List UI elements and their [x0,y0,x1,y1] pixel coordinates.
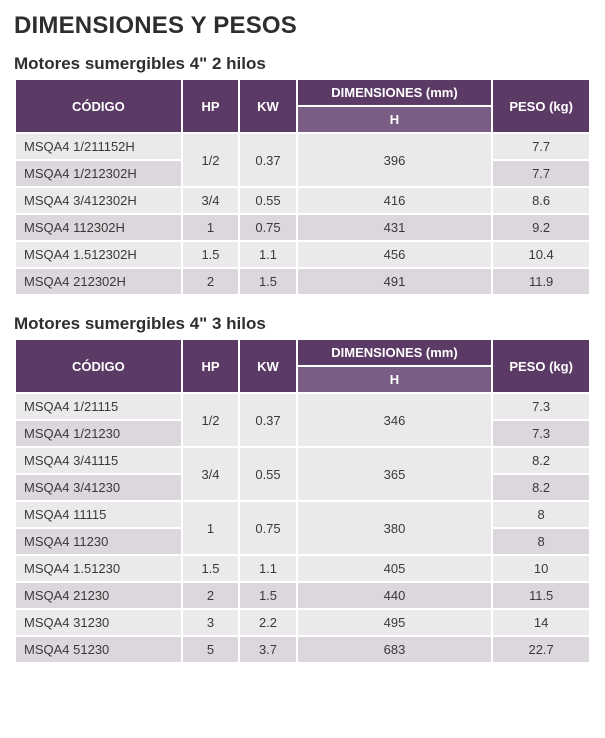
cell-hp: 1/2 [182,133,240,187]
table-row: MSQA4 1111510.753808 [15,501,590,528]
cell-code: MSQA4 1/212302H [15,160,182,187]
cell-code: MSQA4 3/41230 [15,474,182,501]
cell-peso: 8 [492,501,590,528]
cell-peso: 7.3 [492,393,590,420]
col-header-peso: PESO (kg) [492,339,590,393]
cell-peso: 10 [492,555,590,582]
table-row: MSQA4 1.512302H1.51.145610.4 [15,241,590,268]
col-header-codigo: CÓDIGO [15,79,182,133]
table-row: MSQA4 3/411153/40.553658.2 [15,447,590,474]
cell-peso: 14 [492,609,590,636]
cell-hp: 3/4 [182,187,240,214]
cell-h: 456 [297,241,493,268]
cell-h: 396 [297,133,493,187]
cell-hp: 3/4 [182,447,240,501]
cell-peso: 11.5 [492,582,590,609]
cell-peso: 8 [492,528,590,555]
cell-code: MSQA4 212302H [15,268,182,295]
cell-code: MSQA4 3/41115 [15,447,182,474]
cell-h: 416 [297,187,493,214]
cell-hp: 2 [182,582,240,609]
col-header-dim: DIMENSIONES (mm) [297,79,493,106]
cell-peso: 7.7 [492,133,590,160]
cell-kw: 1.1 [239,555,297,582]
cell-h: 440 [297,582,493,609]
cell-hp: 5 [182,636,240,663]
cell-code: MSQA4 51230 [15,636,182,663]
col-header-hp: HP [182,79,240,133]
cell-code: MSQA4 1/21115 [15,393,182,420]
cell-h: 495 [297,609,493,636]
cell-hp: 1.5 [182,241,240,268]
cell-peso: 8.2 [492,447,590,474]
cell-code: MSQA4 31230 [15,609,182,636]
col-header-peso: PESO (kg) [492,79,590,133]
cell-code: MSQA4 3/412302H [15,187,182,214]
cell-kw: 0.55 [239,187,297,214]
spec-table: CÓDIGOHPKWDIMENSIONES (mm)PESO (kg)HMSQA… [14,78,591,296]
cell-peso: 8.6 [492,187,590,214]
cell-code: MSQA4 11230 [15,528,182,555]
table-row: MSQA4 2123021.544011.5 [15,582,590,609]
cell-kw: 0.55 [239,447,297,501]
col-header-codigo: CÓDIGO [15,339,182,393]
cell-hp: 1/2 [182,393,240,447]
cell-code: MSQA4 1.512302H [15,241,182,268]
cell-kw: 1.1 [239,241,297,268]
cell-code: MSQA4 21230 [15,582,182,609]
cell-code: MSQA4 1.51230 [15,555,182,582]
cell-code: MSQA4 1/21230 [15,420,182,447]
table-row: MSQA4 212302H21.549111.9 [15,268,590,295]
cell-hp: 1.5 [182,555,240,582]
cell-code: MSQA4 11115 [15,501,182,528]
table-row: MSQA4 5123053.768322.7 [15,636,590,663]
cell-kw: 2.2 [239,609,297,636]
cell-h: 380 [297,501,493,555]
cell-hp: 3 [182,609,240,636]
col-header-hp: HP [182,339,240,393]
cell-peso: 11.9 [492,268,590,295]
table-row: MSQA4 3/412302H3/40.554168.6 [15,187,590,214]
cell-code: MSQA4 1/211152H [15,133,182,160]
cell-kw: 0.37 [239,133,297,187]
cell-kw: 0.37 [239,393,297,447]
cell-hp: 1 [182,501,240,555]
cell-peso: 8.2 [492,474,590,501]
cell-kw: 0.75 [239,501,297,555]
cell-peso: 7.3 [492,420,590,447]
cell-h: 405 [297,555,493,582]
cell-hp: 2 [182,268,240,295]
cell-h: 491 [297,268,493,295]
cell-h: 346 [297,393,493,447]
cell-h: 365 [297,447,493,501]
page-title: DIMENSIONES Y PESOS [14,12,591,40]
table-row: MSQA4 1.512301.51.140510 [15,555,590,582]
cell-kw: 1.5 [239,268,297,295]
cell-hp: 1 [182,214,240,241]
table-subtitle: Motores sumergibles 4" 2 hilos [14,54,591,74]
col-header-dim-h: H [297,366,493,393]
cell-kw: 0.75 [239,214,297,241]
col-header-dim: DIMENSIONES (mm) [297,339,493,366]
spec-table: CÓDIGOHPKWDIMENSIONES (mm)PESO (kg)HMSQA… [14,338,591,664]
col-header-dim-h: H [297,106,493,133]
cell-peso: 10.4 [492,241,590,268]
cell-h: 431 [297,214,493,241]
col-header-kw: KW [239,79,297,133]
table-row: MSQA4 112302H10.754319.2 [15,214,590,241]
table-row: MSQA4 3123032.249514 [15,609,590,636]
cell-h: 683 [297,636,493,663]
cell-code: MSQA4 112302H [15,214,182,241]
cell-kw: 3.7 [239,636,297,663]
cell-peso: 22.7 [492,636,590,663]
cell-peso: 7.7 [492,160,590,187]
cell-peso: 9.2 [492,214,590,241]
col-header-kw: KW [239,339,297,393]
table-row: MSQA4 1/211152H1/20.373967.7 [15,133,590,160]
table-row: MSQA4 1/211151/20.373467.3 [15,393,590,420]
cell-kw: 1.5 [239,582,297,609]
table-subtitle: Motores sumergibles 4" 3 hilos [14,314,591,334]
